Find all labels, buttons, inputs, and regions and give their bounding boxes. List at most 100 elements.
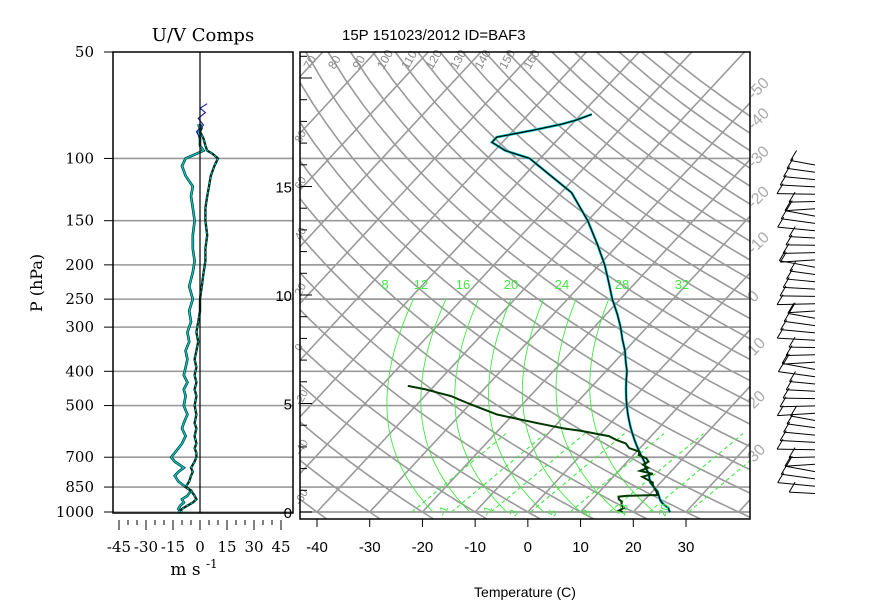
uv-panel: U/V Comps 501001502002503004005007008501… [27,25,294,580]
wind-barb-staff [789,201,816,203]
skewt-dry-adiabat [300,80,750,448]
skewt-mixing-ratio-line [521,298,581,513]
skewt-dry-adiabat [300,420,435,519]
wind-barb-feather [784,455,792,467]
uv-x-axis-label-exponent: -1 [206,557,218,571]
uv-x-tick-label: 15 [217,538,236,556]
skewt-isotherm [300,52,377,135]
wind-barb-feather [779,174,787,186]
wind-barb-staff [777,303,816,306]
skewt-mixing-ratio-label: 16 [456,277,470,292]
skewt-mixing-ratio-label: 20 [504,277,518,292]
uv-x-tick-label: 0 [195,538,205,556]
wind-barb-feather [782,277,790,288]
skewt-theta-label: 70 [301,53,320,72]
skewt-isotherm [369,101,750,513]
skewt-dry-adiabat [300,159,750,494]
uv-y-axis-label: P (hPa) [27,254,46,312]
wind-barb-feather [776,327,784,339]
wind-barb-staff [789,310,816,314]
wind-barb-feather [780,319,788,330]
wind-barb-staff [780,329,816,334]
skewt-isotherm [579,328,750,513]
wind-barb-feather [778,250,786,261]
wind-barb-feather [783,421,791,433]
wind-barb-feather [786,158,794,169]
skewt-dewpoint-line [407,384,659,513]
uv-series [169,103,220,513]
skewt-series [407,113,672,513]
wind-barb-staff [786,463,816,467]
wind-barb-feather [788,302,796,313]
wind-barb-feather [782,243,790,254]
wind-barb-feather [790,150,798,161]
skewt-mixing-ratio-dashed [609,433,704,513]
wind-barb-staff [777,337,816,341]
wind-barb-feather [786,268,793,280]
skewt-isotherm [632,385,750,513]
wind-barb-staff [786,389,816,392]
wind-barb-staff [784,320,816,327]
uv-y-tick-label: 200 [65,256,94,274]
wind-barb-feather [777,216,785,228]
wind-barb-staff [789,456,816,459]
wind-barb-staff [790,160,816,166]
skewt-x-tick-label: -40 [306,539,328,556]
skewt-x-tick-label: 0 [524,539,532,556]
uv-plot-frame [112,51,294,514]
wind-barb-feather [785,234,793,246]
skewt-height-label: 0 [284,505,292,522]
skewt-theta-side-label: 20 [293,281,310,298]
uv-x-tick-label: 45 [271,538,290,556]
skewt-x-tick-label: -20 [412,539,434,556]
skewt-x-tick-label: 20 [625,539,642,556]
wind-barb-staff [783,176,816,181]
wind-barb-feather [776,183,784,194]
wind-barb-staff [783,286,816,290]
wind-barb-feather [779,430,787,441]
wind-barb-feather [777,472,785,483]
skewt-dry-adiabat [663,52,750,118]
skewt-dry-adiabat [300,197,750,519]
wind-barb-feather [784,200,792,211]
skewt-bottom-green-label: 8 [581,508,594,518]
uv-x-tick-label: 30 [244,538,263,556]
skewt-mixing-ratio-label: 12 [414,277,428,292]
skewt-plot-frame [299,51,751,520]
skewt-dry-adiabat [300,345,542,519]
wind-barb-staff [783,431,816,436]
wind-barb-feather [788,226,796,237]
skewt-mixing-ratio-label: 8 [381,277,388,292]
wind-barb-feather [776,294,784,305]
skewt-mixing-ratio-line [555,298,618,513]
wind-barb-staff [784,465,816,473]
skewt-height-axis: 0 5 10 15 [275,55,312,522]
skewt-isotherm [300,52,693,475]
wind-barb-feather [777,361,785,372]
skewt-dry-adiabat [300,383,489,519]
wind-barb-staff [780,405,816,408]
wind-barb-feather [788,191,796,203]
uv-y-tick-label: 300 [65,318,94,336]
uv-grid [104,51,293,530]
uv-y-tick-labels: 50 100 150 200 250 300 400 500 700 850 1000 [56,43,94,521]
wind-barb-staff [784,210,816,217]
skewt-isotherm-side-label: -20 [745,183,773,211]
skewt-isotherms [300,52,750,513]
wind-barb-feather [783,166,791,177]
uv-x-axis-label: m s -1 [170,557,217,580]
wind-barb-staff [781,473,816,480]
wind-barb-staff [781,218,816,224]
skewt-dry-adiabats [300,52,750,519]
wind-barb-feather [789,260,797,272]
skewt-isotherm [300,52,429,192]
skewt-title: 15P 151023/2012 ID=BAF3 [342,27,526,44]
uv-series-line-v [177,123,220,513]
wind-barb-staff [782,362,816,370]
uv-x-axis-label-unit: m s [170,560,200,580]
skewt-temperature-line [490,113,671,513]
skewt-mixing-ratio-line [386,298,434,513]
skewt-dry-adiabat [305,52,750,425]
wind-barb-staff [789,270,816,275]
skewt-theta-label: 90 [349,53,368,72]
